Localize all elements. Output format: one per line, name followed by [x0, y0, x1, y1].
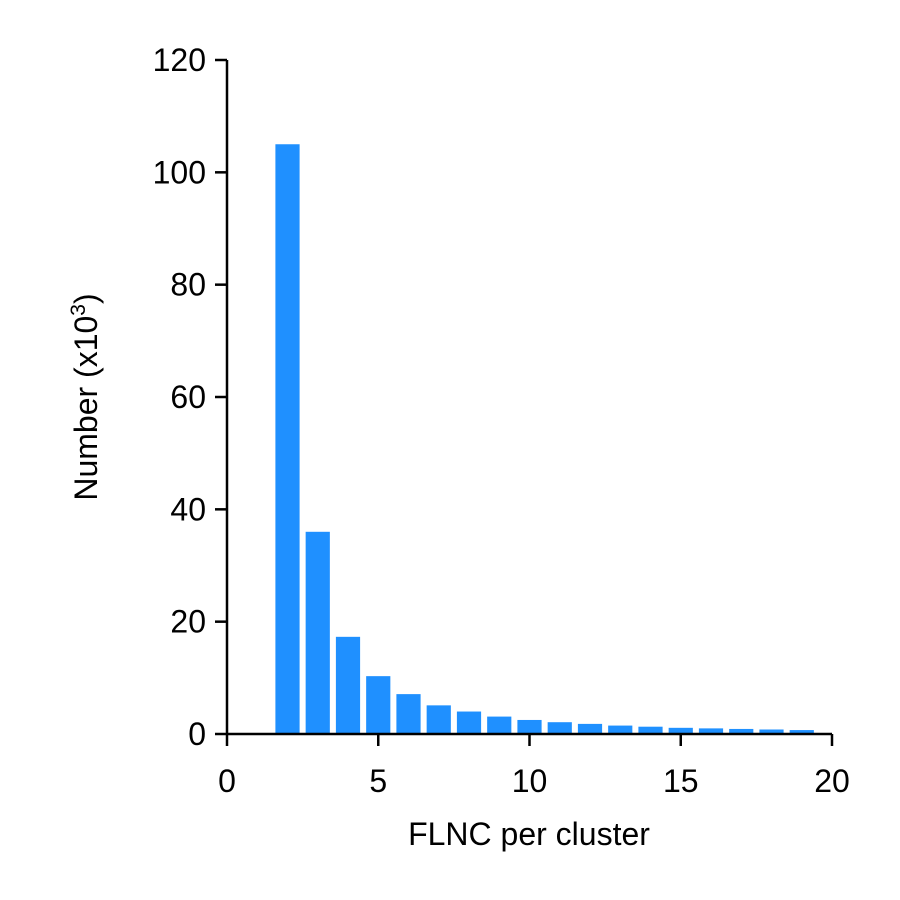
y-axis-label-superscript: 3 — [67, 304, 90, 316]
bar — [396, 694, 421, 734]
bar — [608, 725, 633, 734]
x-tick-label: 5 — [369, 763, 387, 799]
bar — [335, 636, 361, 734]
bar — [698, 728, 724, 734]
x-tick-label: 15 — [663, 763, 699, 799]
bar — [577, 723, 603, 734]
bar — [789, 730, 814, 734]
bar — [275, 144, 300, 734]
x-tick-label: 0 — [218, 763, 236, 799]
y-tick-label: 40 — [170, 491, 206, 527]
bar — [759, 729, 784, 734]
y-axis-label-main: Number (x10 — [68, 316, 104, 501]
y-tick-label: 120 — [153, 42, 206, 78]
bar — [366, 676, 391, 734]
bar — [729, 728, 754, 734]
bar — [426, 705, 451, 734]
y-tick-label: 20 — [170, 604, 206, 640]
x-tick-label: 20 — [814, 763, 850, 799]
y-tick-label: 60 — [170, 379, 206, 415]
y-axis-label-close: ) — [68, 293, 104, 304]
y-tick-label: 80 — [170, 267, 206, 303]
bar — [668, 727, 693, 734]
x-axis-label: FLNC per cluster — [408, 816, 650, 852]
y-ticks-group: 0 20 40 60 80 100 120 — [153, 42, 227, 752]
x-tick-label: 10 — [512, 763, 548, 799]
x-ticks-group: 0 5 10 15 20 — [218, 734, 850, 799]
y-axis-label: Number (x103) — [67, 293, 104, 500]
bar — [456, 711, 482, 734]
bar — [487, 716, 512, 734]
bar — [305, 531, 330, 734]
y-tick-label: 0 — [188, 716, 206, 752]
bar — [547, 722, 572, 734]
bar — [517, 719, 542, 734]
bars-group — [275, 144, 814, 734]
bar — [638, 726, 663, 734]
y-tick-label: 100 — [153, 154, 206, 190]
